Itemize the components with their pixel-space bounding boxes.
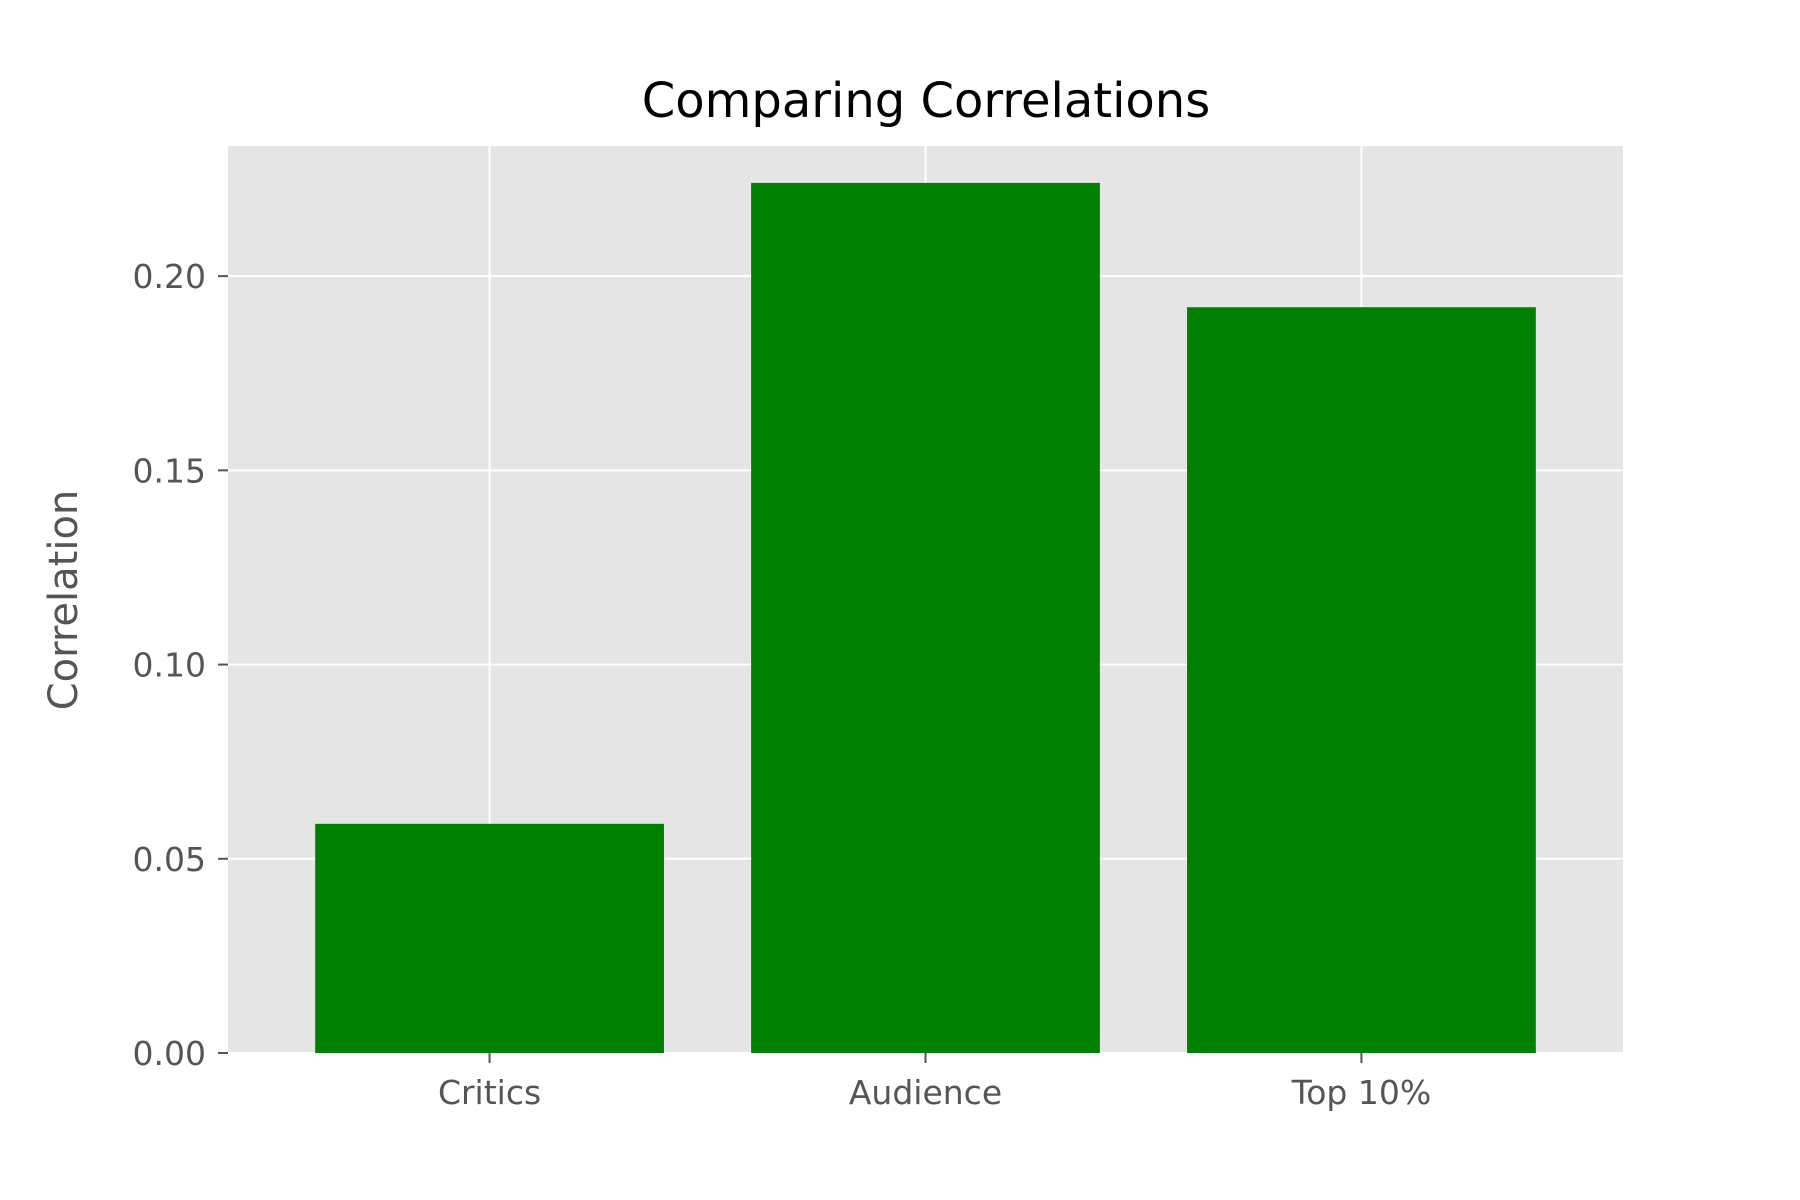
chart-title: Comparing Correlations	[642, 73, 1210, 129]
bar-top-10	[1187, 307, 1536, 1053]
x-tick-label: Audience	[849, 1073, 1002, 1112]
bars	[315, 182, 1536, 1054]
y-tick-label: 0.00	[133, 1034, 206, 1073]
bar-audience	[751, 182, 1100, 1054]
y-axis: 0.00 0.05 0.10 0.15 0.20	[133, 257, 228, 1073]
y-tick-label: 0.10	[133, 646, 206, 685]
x-axis: Critics Audience Top 10%	[438, 1053, 1431, 1112]
y-axis-label: Correlation	[41, 490, 87, 711]
y-tick-label: 0.15	[133, 451, 206, 490]
x-tick-label: Critics	[438, 1073, 541, 1112]
y-tick-label: 0.05	[133, 840, 206, 879]
x-tick-label: Top 10%	[1291, 1073, 1432, 1112]
y-tick-label: 0.20	[133, 257, 206, 296]
bar-critics	[315, 823, 664, 1053]
